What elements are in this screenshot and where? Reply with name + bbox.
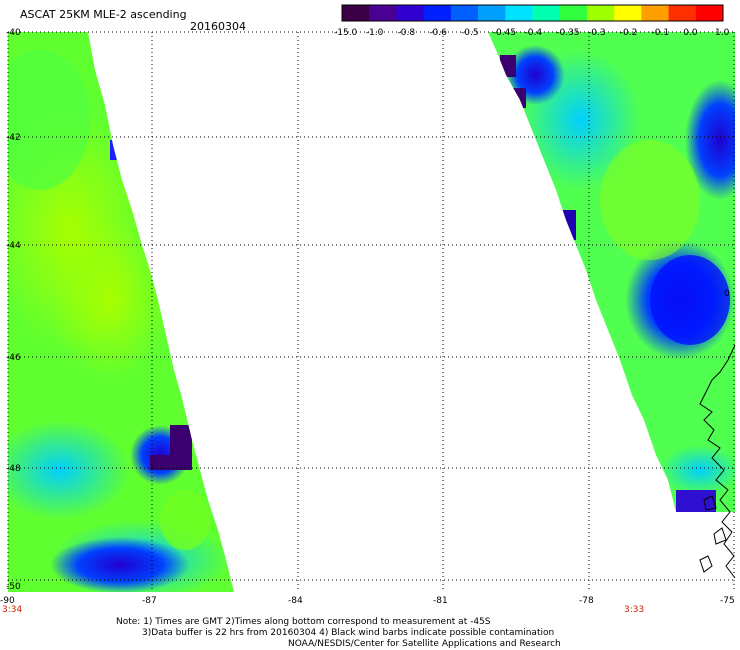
colorbar-swatch xyxy=(532,5,561,21)
time-label-left: 3:34 xyxy=(2,605,22,615)
colorbar-tick-label: -1.0 xyxy=(366,28,384,38)
colorbar-tick-label: -0.1 xyxy=(652,28,670,38)
lat-label: -50 xyxy=(6,582,21,592)
lat-label: -40 xyxy=(6,28,21,38)
lat-label: -48 xyxy=(6,464,21,474)
lon-label: -81 xyxy=(433,596,448,606)
colorbar-swatch xyxy=(369,5,397,21)
colorbar-tick-label: -0.45 xyxy=(493,28,516,38)
right-swath-field xyxy=(488,32,735,512)
colorbar-swatch xyxy=(423,5,452,21)
colorbar-swatch xyxy=(641,5,670,21)
lat-labels: -40 -42 -44 -46 -48 -50 xyxy=(6,28,21,592)
time-label-right: 3:33 xyxy=(624,605,644,615)
colorbar-tick-label: -0.2 xyxy=(620,28,638,38)
note-line-2: 3)Data buffer is 22 hrs from 20160304 4)… xyxy=(142,628,555,638)
colorbar-tick-label: -0.8 xyxy=(398,28,416,38)
title-text: ASCAT 25KM MLE-2 ascending xyxy=(20,8,187,21)
date-text: 20160304 xyxy=(190,20,246,33)
colorbar-tick-label: -0.3 xyxy=(588,28,606,38)
colorbar-swatch xyxy=(668,5,697,21)
edge-label: 0 xyxy=(724,289,730,299)
lon-label: -78 xyxy=(579,596,594,606)
colorbar-tick-label: -0.35 xyxy=(556,28,579,38)
lat-label: -46 xyxy=(6,353,21,363)
lat-lon-grid xyxy=(7,31,735,592)
colorbar-tick-label: 0.0 xyxy=(683,28,698,38)
lat-label: -42 xyxy=(6,133,21,143)
colorbar-swatch xyxy=(450,5,479,21)
coastline-islands xyxy=(699,495,727,573)
colorbar-swatch xyxy=(342,5,370,21)
colorbar-tick-label: -0.4 xyxy=(525,28,543,38)
lon-labels: -90 -87 -84 -81 -78 -75 xyxy=(0,596,735,606)
lon-label: -75 xyxy=(720,596,735,606)
colorbar-frame xyxy=(341,4,724,22)
colorbar-swatch xyxy=(396,5,425,21)
colorbar-tick-label: -0.6 xyxy=(429,28,447,38)
left-swath-field xyxy=(8,32,234,592)
colorbar-tick-label: -0.5 xyxy=(461,28,479,38)
lat-label: -44 xyxy=(6,241,21,251)
lon-label: -87 xyxy=(142,596,157,606)
lon-label: -84 xyxy=(288,596,303,606)
colorbar-swatch xyxy=(614,5,642,21)
colorbar-tick-label: -15.0 xyxy=(334,28,358,38)
colorbar xyxy=(341,4,724,22)
coastline xyxy=(699,344,736,579)
colorbar-tick-label: 1.0 xyxy=(715,28,730,38)
colorbar-swatch xyxy=(695,5,724,21)
colorbar-swatch xyxy=(505,5,533,21)
colorbar-ticks: -15.0 -1.0 -0.8 -0.6 -0.5 -0.45 -0.4 -0.35 -0.3 -… xyxy=(334,28,730,38)
lon-label: -90 xyxy=(0,596,15,606)
colorbar-swatch xyxy=(559,5,588,21)
colorbar-swatch xyxy=(586,5,615,21)
note-line-3: NOAA/NESDIS/Center for Satellite Applica… xyxy=(288,639,561,649)
colorbar-swatch xyxy=(478,5,506,21)
note-line-1: Note: 1) Times are GMT 2)Times along bot… xyxy=(116,617,491,627)
